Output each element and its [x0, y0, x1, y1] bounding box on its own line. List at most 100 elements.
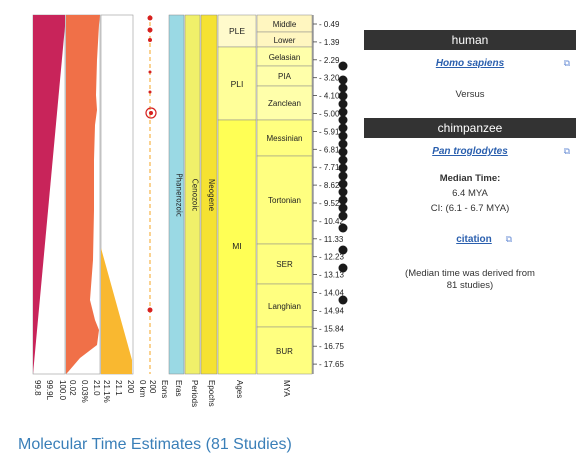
note-line-2: 81 studies)	[446, 280, 494, 291]
study-dot	[338, 107, 348, 117]
citation-link[interactable]: citation	[456, 234, 492, 245]
age-ser: SER	[276, 260, 293, 269]
eon-bar	[168, 14, 185, 375]
note-line-1: (Median time was derived from	[405, 268, 535, 279]
taxon2-header: chimpanzee	[364, 118, 576, 138]
study-estimates	[338, 61, 348, 305]
mya-tick-label: - 11.33	[319, 235, 344, 244]
study-dot	[338, 295, 348, 305]
study-dot	[338, 171, 348, 181]
column-label: 21.1%	[102, 380, 111, 403]
magenta-wedge	[33, 15, 65, 374]
column-label: Epochs	[207, 380, 216, 407]
study-dot	[338, 245, 348, 255]
eon-label: Phanerozoic	[175, 173, 184, 217]
orange-triangle	[101, 248, 132, 374]
column-label: Ages	[235, 380, 244, 398]
epoch-ple: PLE	[229, 26, 245, 36]
study-dot	[338, 211, 348, 221]
age-bur: BUR	[276, 347, 293, 356]
study-dot	[338, 131, 348, 141]
external-link-icon[interactable]: ⧉	[505, 234, 512, 244]
column-oxygen	[32, 14, 66, 375]
mya-tick-label: - 2.29	[319, 56, 340, 65]
column-label: 99.9L	[45, 380, 54, 401]
age-zanclean: Zanclean	[268, 99, 301, 108]
mya-tick-label: - 13.13	[319, 271, 344, 280]
taxon1-link-row: Homo sapiens ⧉	[364, 58, 576, 69]
mya-tick-label: - 7.71	[319, 163, 340, 172]
study-dot	[338, 91, 348, 101]
column-label: Eras	[174, 380, 183, 396]
taxon2-link-row: Pan troglodytes ⧉	[364, 146, 576, 157]
column-label: Eons	[160, 380, 169, 398]
timetree-figure: Phanerozoic Cenozoic Neogene PLE PLI MI …	[32, 14, 348, 407]
section-title: Molecular Time Estimates (81 Studies)	[18, 436, 292, 453]
mya-tick-label: - 4.10	[319, 92, 340, 101]
age-pia: PIA	[278, 72, 292, 81]
mya-tick-label: - 17.65	[319, 360, 344, 369]
age-tortonian: Tortonian	[268, 196, 301, 205]
taxon1-sci-link[interactable]: Homo sapiens	[435, 58, 505, 69]
column-label: 0.02	[68, 380, 77, 396]
mya-tick-label: - 12.23	[319, 253, 344, 262]
mya-tick-label: - 10.42	[319, 217, 344, 226]
study-dot	[338, 99, 348, 109]
age-langhian: Langhian	[268, 302, 301, 311]
column-label: 100.0	[58, 380, 67, 401]
mya-tick-label: - 1.39	[319, 38, 340, 47]
column-triangle	[100, 14, 134, 375]
study-dot	[338, 123, 348, 133]
taxon2-sci-link[interactable]: Pan troglodytes	[432, 146, 508, 157]
study-dot	[338, 179, 348, 189]
mya-tick-label: - 9.52	[319, 199, 340, 208]
column-label: 21.1	[114, 380, 123, 396]
external-link-icon[interactable]: ⧉	[563, 58, 570, 68]
mya-tick-label: - 14.94	[319, 306, 344, 315]
study-dot	[338, 155, 348, 165]
mya-tick-label: - 5.91	[319, 127, 340, 136]
external-link-icon[interactable]: ⧉	[563, 146, 570, 156]
mya-axis: - 0.49 - 1.39 - 2.29 - 3.20 - 4.10 - 5.00 - 5.…	[312, 15, 344, 374]
era-label: Cenozoic	[191, 179, 200, 212]
column-label: MYA	[282, 380, 291, 397]
mya-tick-label: - 3.20	[319, 74, 340, 83]
median-value: 6.4 MYA	[452, 188, 488, 199]
epoch-mi: MI	[232, 241, 241, 251]
mya-tick-label: - 6.81	[319, 145, 340, 154]
column-label: Periods	[190, 380, 199, 407]
mya-tick-label: - 14.04	[319, 289, 344, 298]
median-label: Median Time:	[439, 173, 501, 184]
salmon-area	[66, 15, 100, 374]
study-dot	[338, 187, 348, 197]
column-labels: 99.8 99.9L 100.0 0.02 0.03% 21.0 21.1% 21.1 200 0…	[33, 380, 291, 407]
study-dot	[338, 163, 348, 173]
study-dot	[338, 139, 348, 149]
column-impacts	[145, 15, 157, 374]
study-dot	[338, 147, 348, 157]
column-label: 200	[126, 380, 135, 394]
study-dot	[338, 203, 348, 213]
column-label: 0.03%	[80, 380, 89, 403]
column-label: 99.8	[33, 380, 42, 396]
study-dot	[338, 115, 348, 125]
study-dot	[338, 223, 348, 233]
column-label: 200	[148, 380, 157, 394]
mya-tick-label: - 5.00	[319, 110, 340, 119]
study-dot	[338, 83, 348, 93]
mya-tick-label: - 16.75	[319, 342, 344, 351]
study-dot	[338, 61, 348, 71]
study-dot	[338, 195, 348, 205]
mya-tick-label: - 8.62	[319, 181, 340, 190]
epoch-column: PLE PLI MI	[217, 14, 257, 375]
age-lower: Lower	[274, 36, 296, 45]
confidence-interval: CI: (6.1 - 6.7 MYA)	[430, 203, 510, 214]
mya-tick-label: - 0.49	[319, 20, 340, 29]
period-label: Neogene	[207, 179, 216, 212]
age-column: Middle Lower Gelasian PIA Zanclean Messi…	[256, 14, 313, 375]
versus-text: Versus	[455, 89, 485, 100]
study-dot	[338, 263, 348, 273]
age-gelasian: Gelasian	[269, 53, 301, 62]
column-salmon	[65, 14, 101, 375]
column-label: 21.0	[92, 380, 101, 396]
